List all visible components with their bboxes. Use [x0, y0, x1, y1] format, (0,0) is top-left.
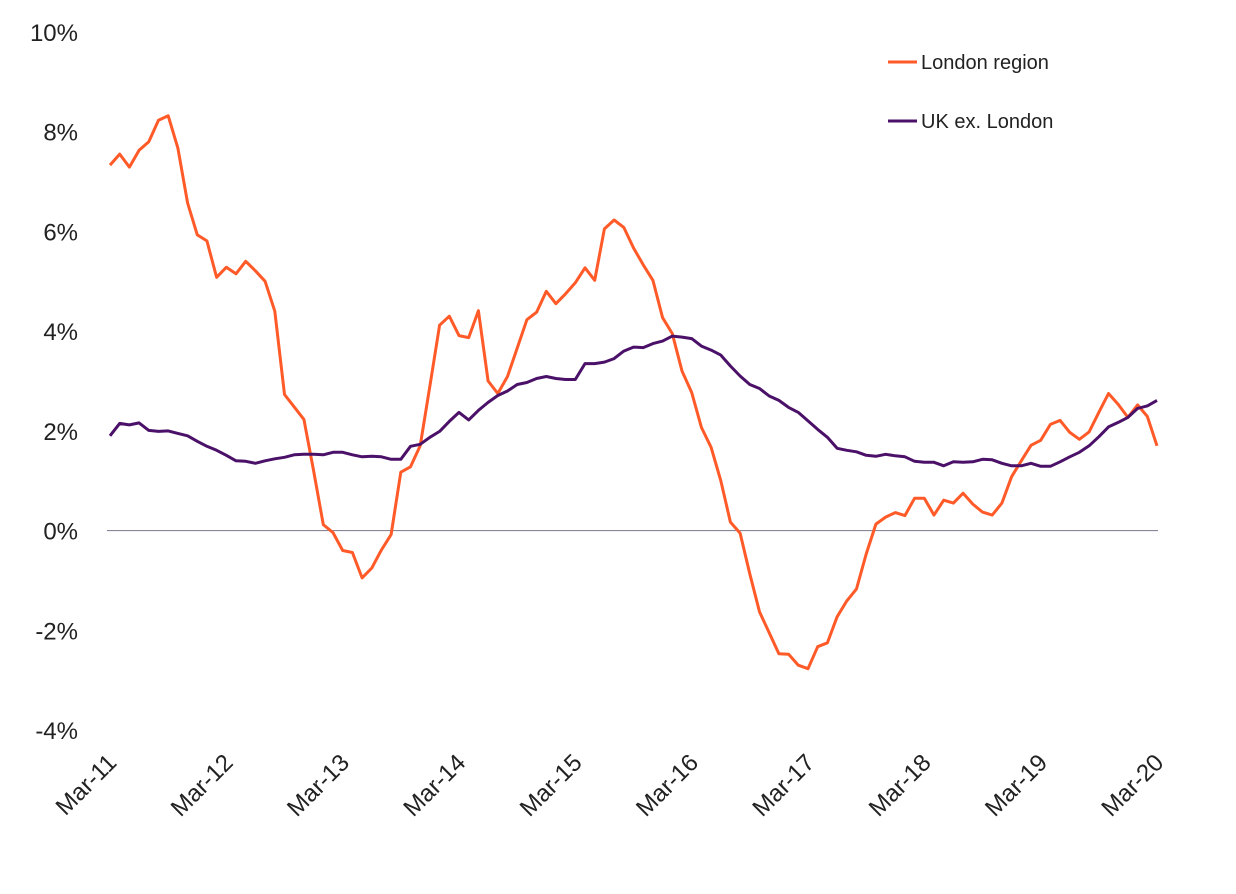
- y-tick-label: 0%: [43, 519, 78, 546]
- x-tick-label: Mar-20: [1096, 749, 1169, 822]
- y-tick-label: 2%: [43, 419, 78, 446]
- legend-label: London region: [921, 52, 1049, 74]
- y-tick-label: 4%: [43, 319, 78, 346]
- y-tick-label: -4%: [35, 718, 78, 745]
- series-line-london-region: [108, 114, 1159, 671]
- series-line-uk-ex-london: [108, 334, 1158, 468]
- y-tick-label: 10%: [30, 20, 78, 47]
- x-tick-label: Mar-11: [51, 749, 123, 821]
- x-tick-label: Mar-14: [398, 749, 471, 822]
- x-tick-label: Mar-13: [282, 749, 355, 822]
- y-tick-label: 8%: [43, 120, 78, 147]
- x-tick-label: Mar-15: [515, 749, 588, 822]
- y-tick-label: 6%: [43, 219, 78, 246]
- legend-label: UK ex. London: [921, 111, 1053, 133]
- series-lines: [108, 114, 1159, 671]
- x-tick-label: Mar-17: [747, 749, 820, 822]
- x-tick-label: Mar-16: [631, 749, 704, 822]
- x-tick-label: Mar-18: [864, 749, 937, 822]
- y-tick-label: -2%: [35, 618, 78, 645]
- legend: London region UK ex. London: [888, 52, 1053, 133]
- x-tick-label: Mar-12: [166, 749, 239, 822]
- x-tick-label: Mar-19: [980, 749, 1053, 822]
- y-axis: 10% 8% 6% 4% 2% 0% -2% -4%: [30, 20, 78, 745]
- x-axis: Mar-11 Mar-12 Mar-13 Mar-14 Mar-15 Mar-16 Mar-…: [51, 749, 1170, 822]
